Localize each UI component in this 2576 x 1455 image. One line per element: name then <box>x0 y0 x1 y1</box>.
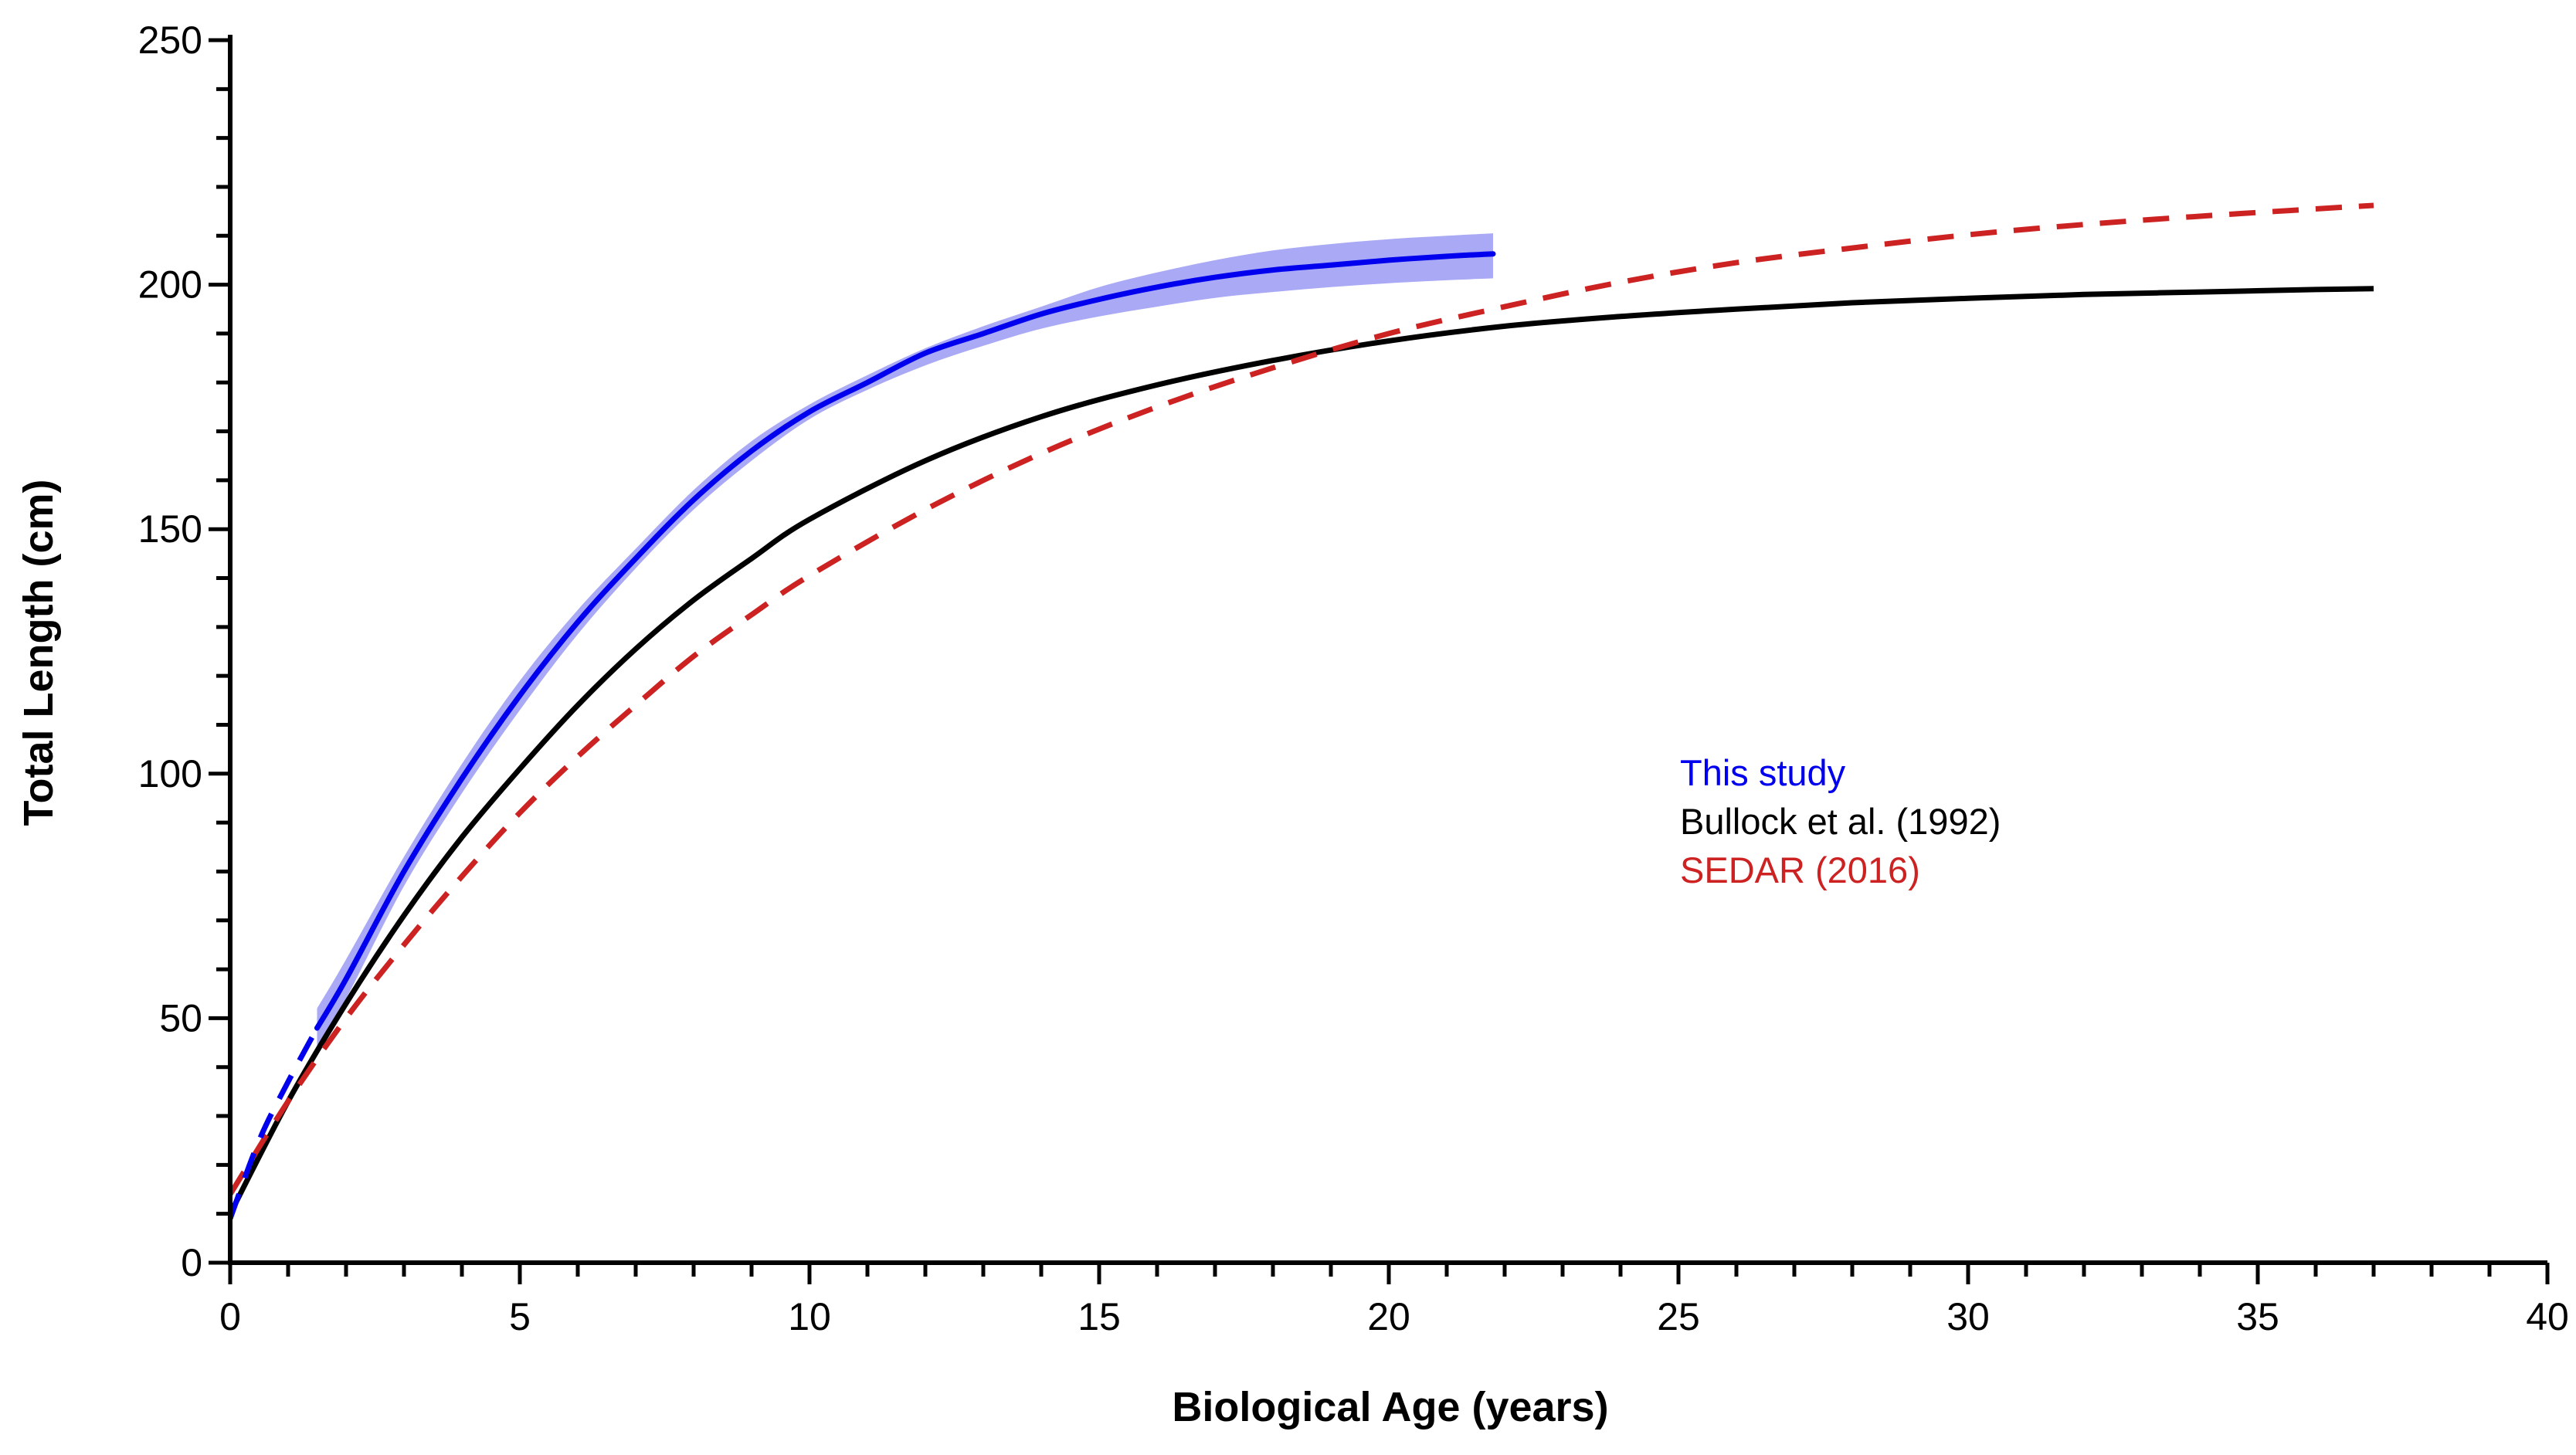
x-tick-label: 25 <box>1657 1295 1700 1338</box>
x-tick-label: 35 <box>2236 1295 2279 1338</box>
series-line-this-study-early <box>227 1026 320 1220</box>
y-tick-label: 50 <box>159 996 202 1040</box>
x-tick-label: 5 <box>509 1295 531 1338</box>
plot-area <box>227 202 2374 1220</box>
y-tick-label: 0 <box>181 1241 202 1284</box>
x-tick-label: 20 <box>1367 1295 1410 1338</box>
y-tick-label: 150 <box>138 507 202 551</box>
legend-entry-sedar-2016: SEDAR (2016) <box>1680 850 1920 890</box>
series-line-sedar-2016 <box>228 202 2374 1196</box>
x-tick-label: 10 <box>788 1295 831 1338</box>
y-tick-label: 250 <box>138 19 202 62</box>
legend-entry-this-study: This study <box>1680 752 1846 793</box>
axis-ticks: 0 5 10 15 20 25 30 35 40 0 50 100 150 200 250 <box>138 19 2569 1338</box>
x-axis-title: Biological Age (years) <box>1172 1384 1608 1430</box>
axes <box>228 35 2547 1265</box>
legend-entry-bullock-1992: Bullock et al. (1992) <box>1680 801 2001 842</box>
this-study-confidence-band <box>317 233 1493 1048</box>
legend: This study Bullock et al. (1992) SEDAR (… <box>1680 752 2001 890</box>
y-tick-label: 200 <box>138 263 202 307</box>
y-axis-title: Total Length (cm) <box>15 480 62 826</box>
x-tick-label: 15 <box>1078 1295 1121 1338</box>
series-line-bullock-et-al-1992 <box>227 286 2374 1216</box>
x-tick-label: 30 <box>1946 1295 1990 1338</box>
y-tick-label: 100 <box>138 752 202 795</box>
series-line-this-study <box>314 251 1496 1031</box>
x-tick-label: 40 <box>2526 1295 2569 1338</box>
x-tick-label: 0 <box>219 1295 241 1338</box>
